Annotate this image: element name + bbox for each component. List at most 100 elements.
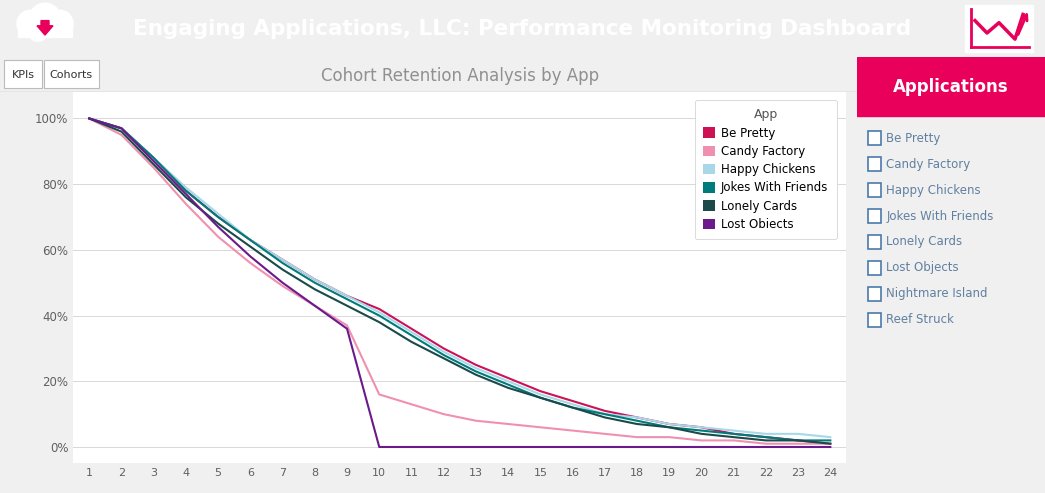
Lonely Cards xyxy=(245,244,257,249)
Be Pretty xyxy=(212,214,225,220)
Be Pretty xyxy=(631,415,644,421)
Jokes With Friends xyxy=(760,434,772,440)
Text: Reef Struck: Reef Struck xyxy=(886,313,954,326)
Lost Obiects xyxy=(373,444,386,450)
Lost Obiects xyxy=(825,444,837,450)
Be Pretty xyxy=(180,188,192,194)
Happy Chickens xyxy=(373,309,386,315)
Lost Obiects xyxy=(695,444,707,450)
Lonely Cards xyxy=(663,424,675,430)
Candy Factory xyxy=(760,441,772,447)
Lonely Cards xyxy=(115,129,127,135)
Happy Chickens xyxy=(760,431,772,437)
Lost Obiects xyxy=(663,444,675,450)
Line: Lost Obiects: Lost Obiects xyxy=(89,118,831,447)
Candy Factory xyxy=(341,322,353,328)
Happy Chickens xyxy=(83,115,95,121)
Text: Engaging Applications, LLC: Performance Monitoring Dashboard: Engaging Applications, LLC: Performance … xyxy=(133,19,911,39)
Jokes With Friends xyxy=(727,431,740,437)
Text: Lost Objects: Lost Objects xyxy=(886,261,959,275)
FancyBboxPatch shape xyxy=(44,60,98,88)
Jokes With Friends xyxy=(566,405,579,411)
Be Pretty xyxy=(147,155,160,161)
Line: Jokes With Friends: Jokes With Friends xyxy=(89,118,831,440)
Lost Obiects xyxy=(212,224,225,230)
Jokes With Friends xyxy=(438,352,450,358)
Be Pretty xyxy=(115,125,127,131)
Circle shape xyxy=(17,10,43,37)
Lost Obiects xyxy=(760,444,772,450)
Lonely Cards xyxy=(760,437,772,443)
Candy Factory xyxy=(469,418,482,423)
Be Pretty xyxy=(760,434,772,440)
Candy Factory xyxy=(695,437,707,443)
Be Pretty xyxy=(438,346,450,352)
Text: Candy Factory: Candy Factory xyxy=(886,158,971,171)
Be Pretty xyxy=(566,398,579,404)
Candy Factory xyxy=(405,401,418,407)
Text: Nightmare Island: Nightmare Island xyxy=(886,287,988,300)
Be Pretty xyxy=(276,257,288,263)
Text: KPIs: KPIs xyxy=(11,70,34,80)
Bar xyxy=(965,5,1034,52)
Jokes With Friends xyxy=(373,313,386,318)
Jokes With Friends xyxy=(599,411,611,417)
Jokes With Friends xyxy=(341,296,353,302)
Candy Factory xyxy=(83,115,95,121)
Happy Chickens xyxy=(695,424,707,430)
Text: Applications: Applications xyxy=(892,77,1008,96)
Be Pretty xyxy=(308,277,321,282)
Happy Chickens xyxy=(180,184,192,190)
Lonely Cards xyxy=(695,431,707,437)
Lonely Cards xyxy=(373,319,386,325)
Lonely Cards xyxy=(599,415,611,421)
Candy Factory xyxy=(663,434,675,440)
Happy Chickens xyxy=(599,411,611,417)
Be Pretty xyxy=(502,375,514,381)
Jokes With Friends xyxy=(825,437,837,443)
Lost Obiects xyxy=(534,444,547,450)
Circle shape xyxy=(29,3,61,36)
Lonely Cards xyxy=(438,355,450,361)
Jokes With Friends xyxy=(115,125,127,131)
Bar xyxy=(868,132,881,145)
Happy Chickens xyxy=(469,365,482,371)
Happy Chickens xyxy=(341,293,353,299)
Text: Be Pretty: Be Pretty xyxy=(886,132,940,145)
Lonely Cards xyxy=(825,441,837,447)
Lonely Cards xyxy=(727,434,740,440)
Candy Factory xyxy=(792,441,805,447)
Jokes With Friends xyxy=(631,418,644,423)
Lost Obiects xyxy=(405,444,418,450)
Bar xyxy=(868,183,881,197)
Jokes With Friends xyxy=(792,437,805,443)
Title: Cohort Retention Analysis by App: Cohort Retention Analysis by App xyxy=(321,67,599,85)
Lost Obiects xyxy=(115,125,127,131)
Jokes With Friends xyxy=(147,155,160,161)
Candy Factory xyxy=(566,427,579,433)
Text: Happy Chickens: Happy Chickens xyxy=(886,184,981,197)
Candy Factory xyxy=(502,421,514,427)
Be Pretty xyxy=(695,424,707,430)
Candy Factory xyxy=(245,260,257,266)
Lost Obiects xyxy=(83,115,95,121)
Circle shape xyxy=(28,21,48,41)
Happy Chickens xyxy=(566,401,579,407)
Happy Chickens xyxy=(502,378,514,384)
Lonely Cards xyxy=(566,405,579,411)
Lonely Cards xyxy=(502,385,514,391)
Be Pretty xyxy=(534,388,547,394)
Lonely Cards xyxy=(212,221,225,227)
Candy Factory xyxy=(373,391,386,397)
Circle shape xyxy=(47,10,73,37)
Jokes With Friends xyxy=(695,427,707,433)
Candy Factory xyxy=(115,132,127,138)
Happy Chickens xyxy=(405,329,418,335)
Lonely Cards xyxy=(469,372,482,378)
Candy Factory xyxy=(212,234,225,240)
Lost Obiects xyxy=(276,280,288,285)
Be Pretty xyxy=(405,326,418,332)
Text: Cohorts: Cohorts xyxy=(50,70,93,80)
Lonely Cards xyxy=(405,339,418,345)
Jokes With Friends xyxy=(180,188,192,194)
